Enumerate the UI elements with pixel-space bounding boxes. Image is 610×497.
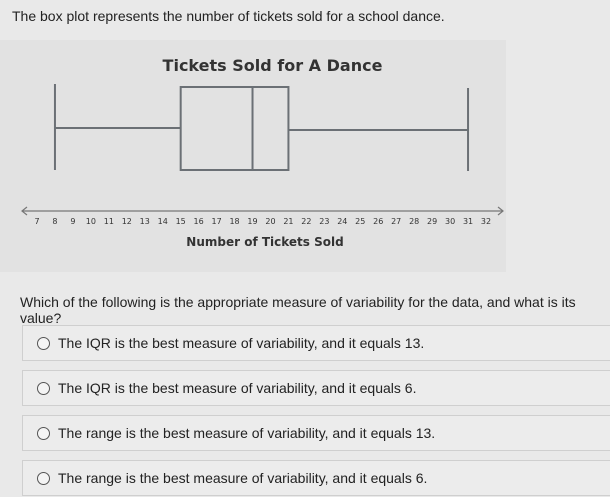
iqr-box (179, 86, 290, 171)
x-tick-label: 15 (176, 217, 186, 226)
x-tick-label: 23 (319, 217, 329, 226)
x-axis-label: Number of Tickets Sold (186, 235, 344, 249)
x-tick-label: 25 (355, 217, 365, 226)
x-tick-label: 27 (391, 217, 401, 226)
axis-arrow-icon (21, 206, 504, 216)
x-tick-label: 16 (194, 217, 204, 226)
x-tick-label: 18 (229, 217, 239, 226)
x-tick-label: 13 (140, 217, 150, 226)
radio-button[interactable] (37, 471, 50, 485)
option-label: The range is the best measure of variabi… (58, 470, 428, 486)
x-tick-label: 14 (158, 217, 168, 226)
x-tick-label: 31 (463, 217, 473, 226)
option-2[interactable]: The IQR is the best measure of variabili… (22, 370, 610, 406)
x-tick-label: 19 (247, 217, 257, 226)
x-tick-label: 28 (409, 217, 419, 226)
radio-button[interactable] (37, 336, 50, 350)
x-tick-label: 30 (445, 217, 455, 226)
option-1[interactable]: The IQR is the best measure of variabili… (22, 325, 610, 361)
x-tick-label: 21 (283, 217, 293, 226)
chart-title: Tickets Sold for A Dance (162, 56, 383, 75)
option-3[interactable]: The range is the best measure of variabi… (22, 415, 610, 451)
x-tick-label: 8 (52, 217, 57, 226)
option-4[interactable]: The range is the best measure of variabi… (22, 460, 610, 496)
x-tick-label: 26 (373, 217, 383, 226)
option-label: The range is the best measure of variabi… (58, 425, 436, 441)
x-tick-label: 10 (86, 217, 96, 226)
option-label: The IQR is the best measure of variabili… (58, 335, 425, 351)
x-tick-label: 17 (212, 217, 222, 226)
x-tick-label: 12 (122, 217, 132, 226)
question-text: The box plot represents the number of ti… (12, 8, 445, 24)
x-tick-label: 32 (481, 217, 491, 226)
x-tick-label: 24 (337, 217, 347, 226)
x-tick-label: 9 (70, 217, 75, 226)
option-label: The IQR is the best measure of variabili… (58, 380, 417, 396)
radio-button[interactable] (37, 426, 50, 440)
x-tick-label: 22 (301, 217, 311, 226)
x-tick-label: 20 (265, 217, 275, 226)
x-tick-label: 11 (104, 217, 114, 226)
x-tick-label: 7 (34, 217, 39, 226)
x-tick-label: 29 (427, 217, 437, 226)
radio-button[interactable] (37, 381, 50, 395)
prompt-text: Which of the following is the appropriat… (20, 294, 576, 326)
